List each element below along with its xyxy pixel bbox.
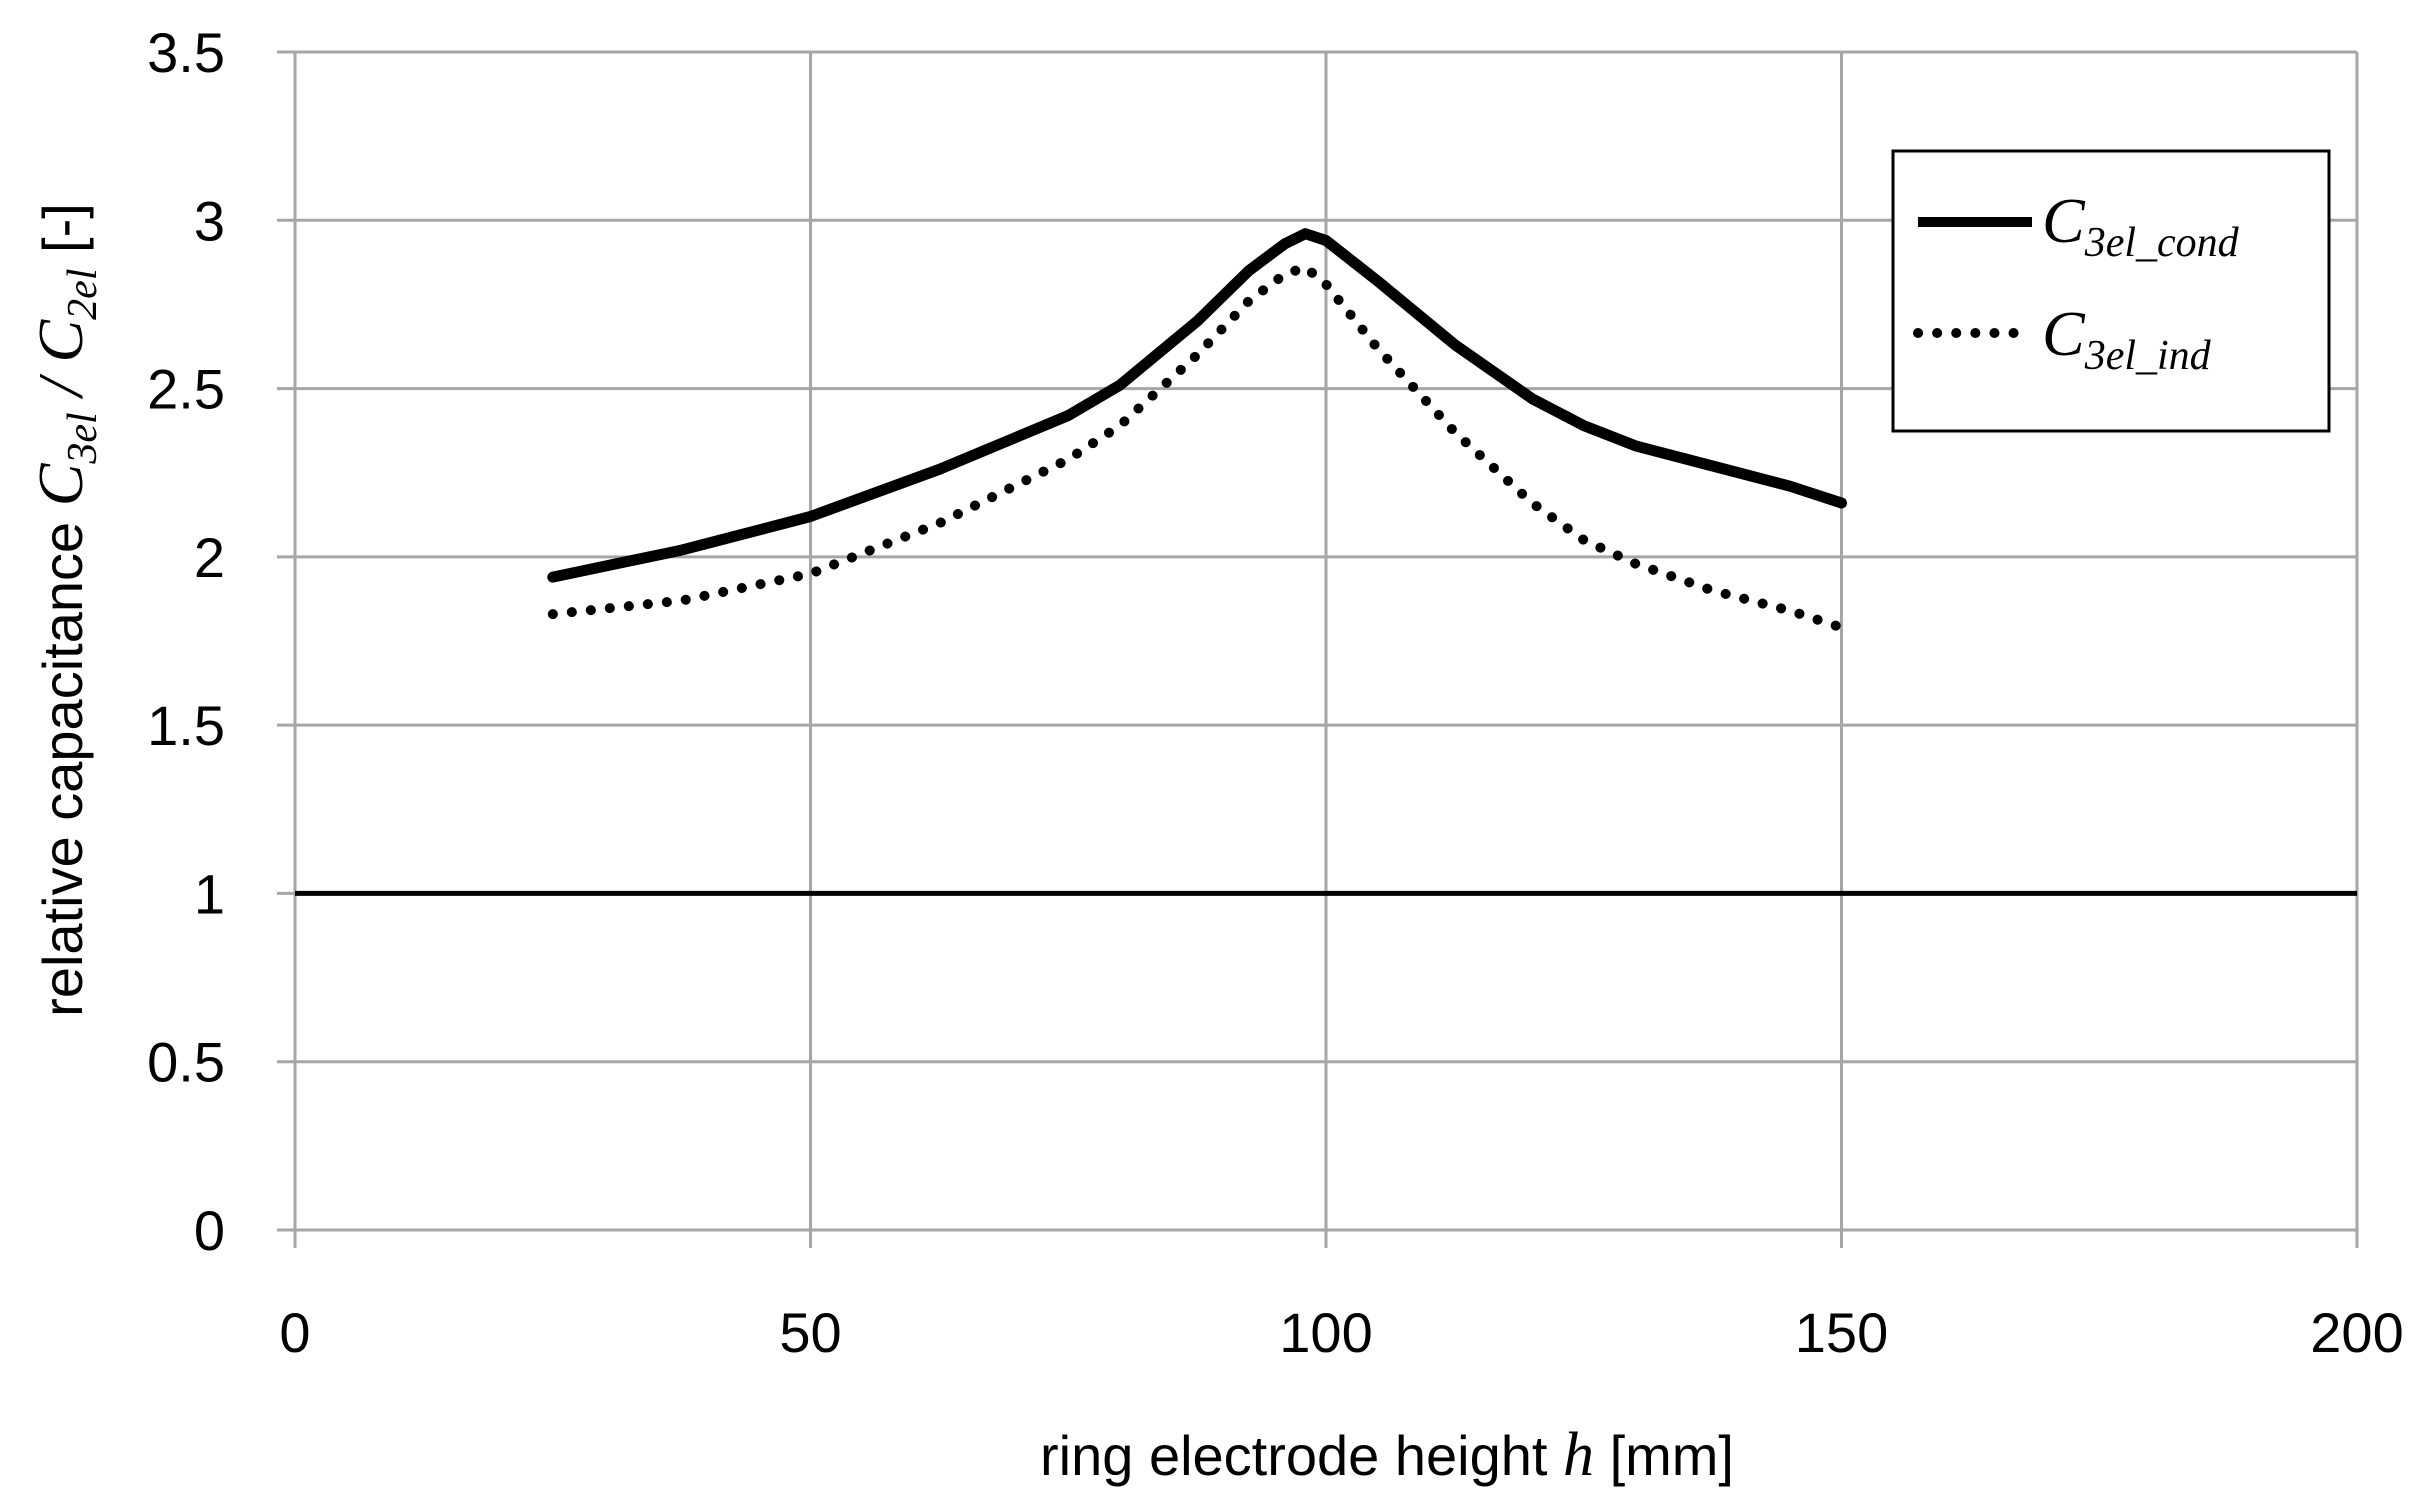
series-line-3el-cond <box>547 228 1847 583</box>
x-axis-title-var: h <box>1563 1421 1594 1489</box>
legend-subscript-ind: 3el_ind <box>2084 333 2212 379</box>
legend: C3el_cond C3el_ind <box>1891 149 2331 433</box>
x-tick-labels: 0 50 100 150 200 <box>279 1301 2403 1364</box>
x-axis-title-unit: [mm] <box>1594 1424 1734 1487</box>
x-tick-label-1: 50 <box>779 1301 841 1364</box>
y-tick-label-2: 1 <box>194 862 225 925</box>
y-tick-label-5: 2.5 <box>147 358 225 421</box>
legend-symbol-cond: C <box>2042 185 2086 256</box>
y-axis-title-unit: [-] <box>31 203 94 268</box>
x-tick-label-0: 0 <box>279 1301 310 1364</box>
series-line-3el-ind <box>547 262 1847 633</box>
x-tick-label-2: 100 <box>1279 1301 1372 1364</box>
legend-box <box>1891 149 2331 433</box>
series-lines <box>547 228 1847 633</box>
y-tick-label-3: 1.5 <box>147 694 225 757</box>
y-axis-title-num-sub: 3el <box>60 412 106 464</box>
y-tick-label-6: 3 <box>194 189 225 252</box>
y-axis-title-sep: / <box>25 363 96 413</box>
y-axis-title-den: C <box>25 319 96 363</box>
y-axis-title: relative capacitance C3el / C2el [-] <box>25 203 106 1017</box>
legend-subscript-cond: 3el_cond <box>2084 220 2240 266</box>
y-axis-title-den-sub: 2el <box>60 269 106 320</box>
x-tick-label-3: 150 <box>1795 1301 1888 1364</box>
x-axis-title-text: ring electrode height <box>1040 1424 1563 1487</box>
x-tick-label-4: 200 <box>2310 1301 2403 1364</box>
x-axis-title: ring electrode height h [mm] <box>1040 1421 1734 1489</box>
legend-label-cond: C3el_cond <box>2042 185 2240 266</box>
legend-label-ind: C3el_ind <box>2042 298 2212 379</box>
y-tick-label-7: 3.5 <box>147 21 225 84</box>
y-tick-labels: 0 0.5 1 1.5 2 2.5 3 3.5 <box>147 21 225 1262</box>
y-axis-title-text: relative capacitance <box>31 506 94 1017</box>
y-tick-label-0: 0 <box>194 1199 225 1262</box>
legend-symbol-ind: C <box>2042 298 2086 369</box>
y-axis-title-num: C <box>25 462 96 506</box>
y-tick-label-1: 0.5 <box>147 1031 225 1094</box>
y-tick-label-4: 2 <box>194 526 225 589</box>
